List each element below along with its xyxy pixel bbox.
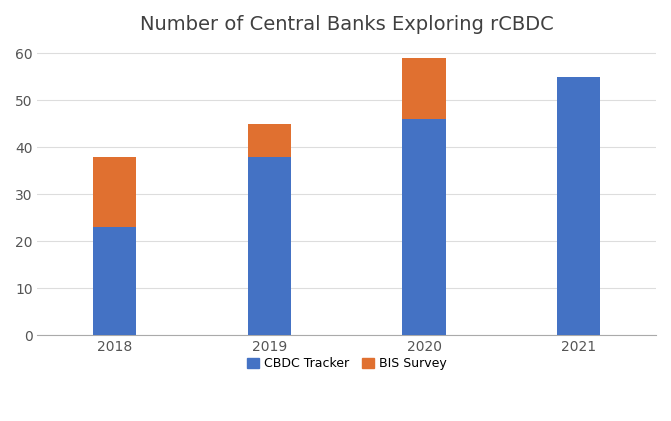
Bar (93, 157, 136, 227)
Bar (248, 124, 291, 157)
Title: Number of Central Banks Exploring rCBDC: Number of Central Banks Exploring rCBDC (140, 15, 554, 34)
Bar (403, 58, 446, 119)
Bar (557, 77, 601, 335)
Bar (93, 227, 136, 335)
Legend: CBDC Tracker, BIS Survey: CBDC Tracker, BIS Survey (242, 352, 452, 376)
Bar (248, 157, 291, 335)
Bar (403, 119, 446, 335)
